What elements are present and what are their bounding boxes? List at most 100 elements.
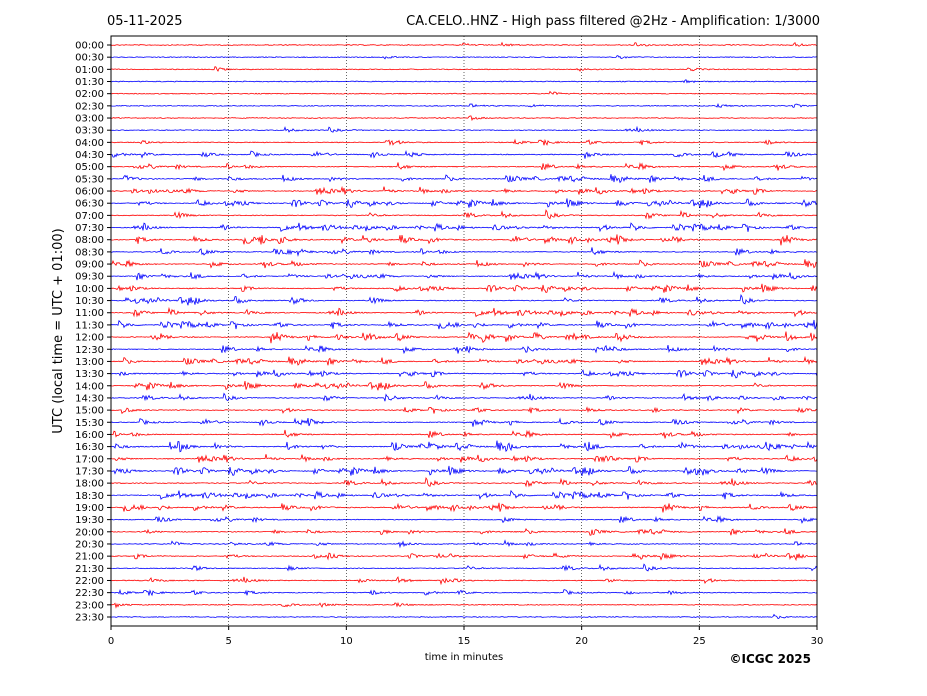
y-tick-label: 09:30 [75, 272, 104, 283]
vertical-gridlines [228, 36, 700, 626]
trace-2100 [110, 552, 817, 562]
y-tick-label: 10:30 [75, 296, 104, 307]
y-tick-label: 21:30 [75, 564, 104, 575]
y-tick-label: 02:00 [75, 89, 104, 100]
y-tick-label: 07:00 [75, 211, 104, 222]
trace-1730 [110, 465, 817, 477]
trace-2130 [110, 563, 818, 572]
y-tick-label: 05:00 [75, 162, 104, 173]
y-tick-label: 14:30 [75, 393, 104, 404]
trace-1400 [110, 381, 818, 391]
y-tick-label: 20:00 [75, 527, 104, 538]
chart-title: CA.CELO..HNZ - High pass filtered @2Hz -… [406, 14, 820, 29]
trace-1030 [110, 293, 818, 306]
y-tick-label: 01:00 [75, 65, 104, 76]
y-tick-label: 08:00 [75, 235, 104, 246]
y-tick-label: 01:30 [75, 77, 104, 88]
trace-1330 [110, 369, 818, 379]
y-tick-label: 20:30 [75, 539, 104, 550]
trace-0030 [110, 55, 818, 60]
trace-1200 [110, 331, 818, 344]
y-axis-label: UTC (local time = UTC + 01:00) [51, 228, 66, 433]
y-tick-label: 16:30 [75, 442, 104, 453]
y-tick-label: 13:30 [75, 369, 104, 380]
y-tick-label: 05:30 [75, 174, 104, 185]
y-tick-label: 15:00 [75, 406, 104, 417]
y-tick-label: 07:30 [75, 223, 104, 234]
y-tick-label: 03:30 [75, 126, 104, 137]
y-tick-label: 02:30 [75, 101, 104, 112]
trace-1700 [110, 454, 818, 463]
x-axis-label: time in minutes [425, 652, 504, 663]
trace-1100 [110, 306, 818, 318]
y-tick-label: 06:00 [75, 187, 104, 198]
y-tick-label: 18:00 [75, 479, 104, 490]
trace-0500 [110, 162, 818, 172]
y-tick-label: 22:00 [75, 576, 104, 587]
y-tick-label: 17:30 [75, 466, 104, 477]
y-tick-label: 06:30 [75, 199, 104, 210]
trace-1630 [110, 440, 818, 453]
y-tick-label: 16:00 [75, 430, 104, 441]
trace-0730 [110, 222, 818, 233]
y-tick-label: 14:00 [75, 381, 104, 392]
y-tick-label: 19:00 [75, 503, 104, 514]
y-tick-label: 11:30 [75, 320, 104, 331]
y-tick-label: 03:00 [75, 114, 104, 125]
trace-0700 [110, 209, 818, 220]
trace-0830 [110, 247, 818, 257]
trace-1230 [110, 344, 818, 355]
y-tick-label: 22:30 [75, 588, 104, 599]
trace-1500 [110, 406, 818, 415]
x-tick-label: 15 [458, 636, 471, 647]
trace-2300 [110, 602, 818, 609]
trace-0430 [110, 149, 818, 159]
y-tick-label: 12:30 [75, 345, 104, 356]
trace-1600 [110, 429, 818, 439]
y-tick-label: 21:00 [75, 552, 104, 563]
y-tick-label: 00:00 [75, 41, 104, 52]
y-tick-label: 08:30 [75, 247, 104, 258]
x-tick-label: 30 [811, 636, 824, 647]
trace-1800 [110, 476, 818, 488]
y-tick-label: 13:00 [75, 357, 104, 368]
trace-1530 [110, 417, 817, 427]
trace-0400 [110, 138, 818, 146]
trace-2230 [110, 588, 818, 597]
trace-1430 [110, 392, 818, 402]
y-tick-label: 04:00 [75, 138, 104, 149]
x-tick-label: 20 [575, 636, 588, 647]
trace-0630 [110, 198, 818, 209]
trace-0100 [110, 66, 818, 72]
trace-2330 [110, 613, 818, 619]
x-tick-label: 0 [108, 636, 114, 647]
trace-0300 [110, 115, 818, 122]
x-tick-label: 5 [225, 636, 231, 647]
y-tick-label: 15:30 [75, 418, 104, 429]
y-tick-label: 19:30 [75, 515, 104, 526]
y-tick-label: 17:00 [75, 454, 104, 465]
trace-0330 [110, 125, 818, 133]
y-tick-label: 04:30 [75, 150, 104, 161]
x-tick-labels: 0 5 10 15 20 25 30 [108, 626, 824, 647]
y-tick-label: 18:30 [75, 491, 104, 502]
trace-0530 [110, 174, 818, 184]
y-tick-label: 00:30 [75, 53, 104, 64]
trace-0930 [110, 270, 818, 281]
trace-0900 [110, 259, 818, 269]
date-label: 05-11-2025 [107, 14, 183, 29]
y-tick-label: 12:00 [75, 333, 104, 344]
trace-1300 [110, 355, 818, 366]
x-tick-label: 25 [693, 636, 706, 647]
copyright-label: ©ICGC 2025 [729, 652, 811, 666]
y-tick-label: 11:00 [75, 308, 104, 319]
y-tick-label: 23:00 [75, 600, 104, 611]
x-tick-label: 10 [340, 636, 353, 647]
y-tick-label: 23:30 [75, 612, 104, 623]
y-tick-label: 09:00 [75, 260, 104, 271]
trace-0230 [110, 103, 817, 109]
y-tick-label: 10:00 [75, 284, 104, 295]
trace-0600 [110, 185, 817, 196]
